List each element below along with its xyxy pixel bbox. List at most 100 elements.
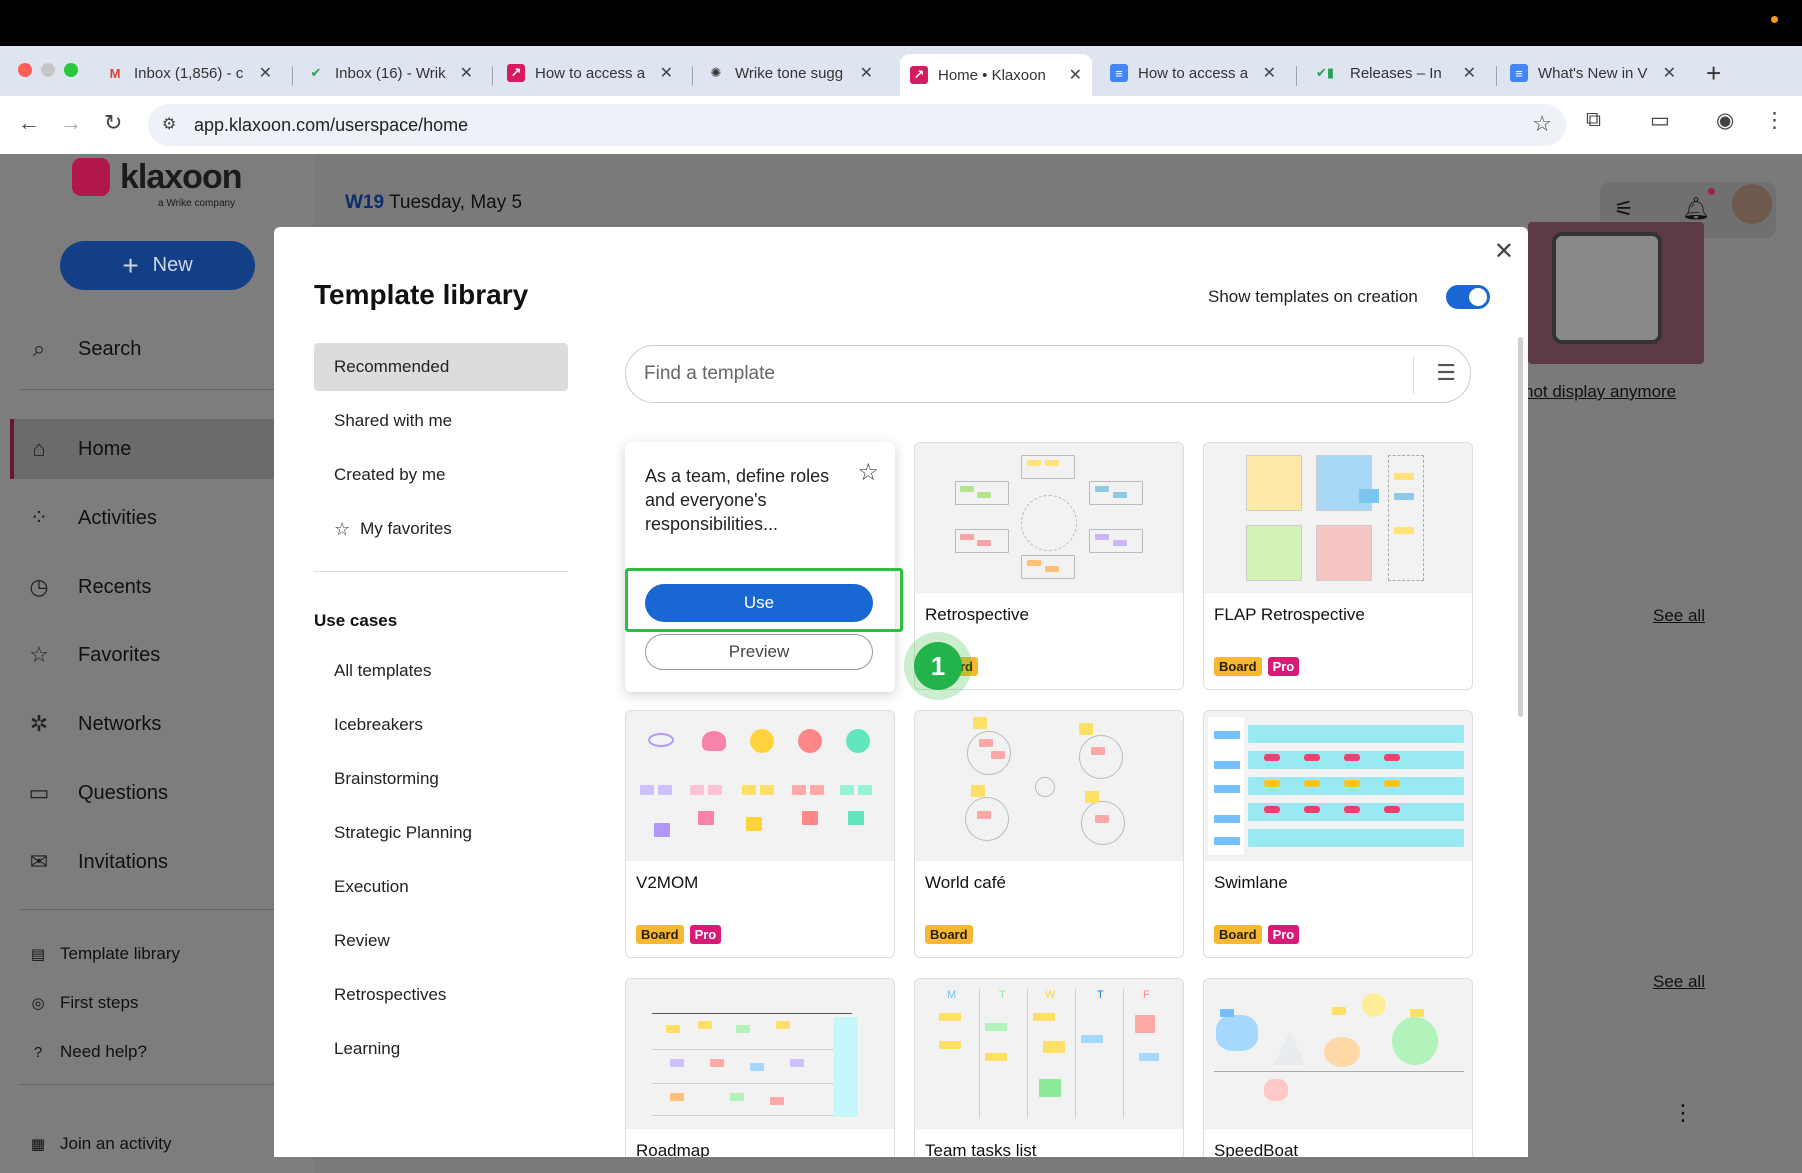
nav-execution[interactable]: Execution [334,877,409,896]
mail-icon: ✉ [29,849,49,874]
home-icon: ⌂ [32,436,46,461]
preview-template-button[interactable]: Preview [645,634,873,670]
browser-chrome: M Inbox (1,856) - c ✕ ✔ Inbox (16) - Wrik… [0,46,1802,154]
nav-learning[interactable]: Learning [334,1039,401,1058]
browser-tab[interactable]: ✔▮ Releases – In ✕ [1300,54,1486,92]
template-name: Team tasks list [925,1141,1037,1157]
template-name: Swimlane [1214,873,1288,892]
settings-sliders-icon[interactable]: ⚟ [1614,196,1634,221]
new-button[interactable]: + New [60,241,255,290]
back-icon[interactable]: ← [18,110,40,135]
browser-tab[interactable]: ↗ How to access a ✕ [497,54,683,92]
tab-close-icon[interactable]: ✕ [659,65,673,82]
template-card-world-cafe[interactable]: World café Board [914,710,1184,958]
see-all-link[interactable]: See all [1653,972,1705,991]
reload-icon[interactable]: ↻ [104,110,123,135]
sidebar-first-steps[interactable]: ◎ First steps [28,993,138,1013]
template-hover-card: As a team, define roles and everyone's r… [625,442,903,692]
use-cases-heading: Use cases [314,611,398,630]
template-name: Retrospective [925,605,1029,624]
sidebar-template-library[interactable]: ▤ Template library [28,944,180,964]
tab-close-icon[interactable]: ✕ [1262,65,1276,82]
nav-review[interactable]: Review [334,931,390,950]
wrike-icon: ✔▮ [1315,65,1335,80]
show-templates-toggle[interactable] [1446,285,1490,309]
url-text[interactable]: app.klaxoon.com/userspace/home [194,115,469,135]
toggle-label: Show templates on creation [1208,287,1418,306]
sidebar-need-help[interactable]: ? Need help? [28,1042,147,1062]
see-all-link[interactable]: See all [1653,606,1705,625]
nav-icebreakers[interactable]: Icebreakers [334,715,423,734]
dismiss-banner-link[interactable]: not display anymore [1524,382,1677,401]
tab-close-icon[interactable]: ✕ [1068,67,1082,84]
nav-shared-with-me[interactable]: Shared with me [334,411,453,430]
template-card-v2mom[interactable]: V2MOM Board Pro [625,710,895,958]
nav-my-favorites[interactable]: ☆ My favorites [334,518,452,539]
sidebar-join-activity[interactable]: ▦ Join an activity [28,1134,172,1154]
nav-retrospectives[interactable]: Retrospectives [334,985,447,1004]
sidebar-item-search[interactable]: ⌕ Search [24,319,314,379]
tab-close-icon[interactable]: ✕ [258,65,272,82]
sidebar-item-invitations[interactable]: ✉ Invitations [24,832,314,892]
close-icon[interactable]: ✕ [1493,238,1514,265]
template-icon: ▤ [30,946,46,963]
tab-close-icon[interactable]: ✕ [859,65,873,82]
template-name: FLAP Retrospective [1214,605,1365,624]
nav-all-templates[interactable]: All templates [334,661,432,680]
sidebar: klaxoon a Wrike company + New ⌕ Search ⌂ Ho… [0,154,314,1173]
search-input[interactable] [644,360,1404,388]
network-icon: ✲ [29,711,49,736]
browser-tab[interactable]: ≡ What's New in V ✕ [1500,54,1686,92]
extensions-icon[interactable]: ⧉ [1586,108,1601,131]
nav-brainstorming[interactable]: Brainstorming [334,769,439,788]
address-bar[interactable]: ⚙ app.klaxoon.com/userspace/home ☆ [148,104,1566,146]
nav-strategic-planning[interactable]: Strategic Planning [334,823,472,842]
template-name: Roadmap [636,1141,710,1157]
tab-close-icon[interactable]: ✕ [459,65,473,82]
sidebar-item-activities[interactable]: ⁘ Activities [24,488,314,548]
modal-scrollbar[interactable] [1518,337,1523,717]
maximize-window-button[interactable] [64,63,78,77]
sidebar-item-networks[interactable]: ✲ Networks [24,694,314,754]
close-window-button[interactable] [18,63,32,77]
template-name: SpeedBoat [1214,1141,1299,1157]
sidebar-item-favorites[interactable]: ☆ Favorites [24,625,314,685]
template-card-retrospective[interactable]: Retrospective rd [914,442,1184,690]
star-icon: ☆ [29,642,49,667]
bell-icon[interactable]: 🔔︎ [1682,196,1710,221]
browser-tab[interactable]: M Inbox (1,856) - c ✕ [96,54,282,92]
sidebar-item-questions[interactable]: ▭ Questions [24,763,314,823]
browser-tab[interactable]: ≡ How to access a ✕ [1100,54,1286,92]
tab-close-icon[interactable]: ✕ [1662,65,1676,82]
favorite-star-icon[interactable]: ☆ [857,459,879,486]
tab-search-icon[interactable]: ▭ [1650,109,1670,132]
site-settings-icon[interactable]: ⚙ [162,116,177,133]
template-card-swimlane[interactable]: Swimlane Board Pro [1203,710,1473,958]
tab-close-icon[interactable]: ✕ [1462,65,1476,82]
docs-icon: ≡ [1110,64,1128,82]
browser-tab[interactable]: ✔ Inbox (16) - Wrik ✕ [297,54,483,92]
bookmark-star-icon[interactable]: ☆ [1532,111,1552,136]
template-card-flap-retrospective[interactable]: FLAP Retrospective Board Pro [1203,442,1473,690]
browser-tab[interactable]: ✺ Wrike tone sugg ✕ [697,54,883,92]
gmail-icon: M [109,65,121,81]
menu-kebab-icon[interactable]: ⋮ [1764,109,1785,132]
nav-recommended[interactable]: Recommended [314,343,568,391]
forward-icon[interactable]: → [60,110,82,135]
sidebar-item-recents[interactable]: ◷ Recents [24,557,314,617]
template-card-roadmap[interactable]: Roadmap [625,978,895,1157]
template-card-speedboat[interactable]: SpeedBoat [1203,978,1473,1157]
os-top-bar [0,0,1802,46]
logo-mark-icon [72,158,110,196]
minimize-window-button[interactable] [41,63,55,77]
use-template-button[interactable]: Use [645,584,873,622]
profile-icon[interactable]: ◉ [1716,109,1735,132]
template-card-team-tasks-list[interactable]: M T W T F Team tasks list [914,978,1184,1157]
sidebar-item-home[interactable]: ⌂ Home [10,419,300,479]
new-tab-button[interactable]: + [1706,58,1722,88]
browser-tab-active[interactable]: ↗ Home • Klaxoon ✕ [900,54,1092,96]
filter-icon[interactable]: ☰ [1436,360,1456,385]
nav-created-by-me[interactable]: Created by me [334,465,446,484]
more-icon[interactable]: ⋮ [1672,1100,1694,1125]
avatar[interactable] [1732,184,1772,224]
